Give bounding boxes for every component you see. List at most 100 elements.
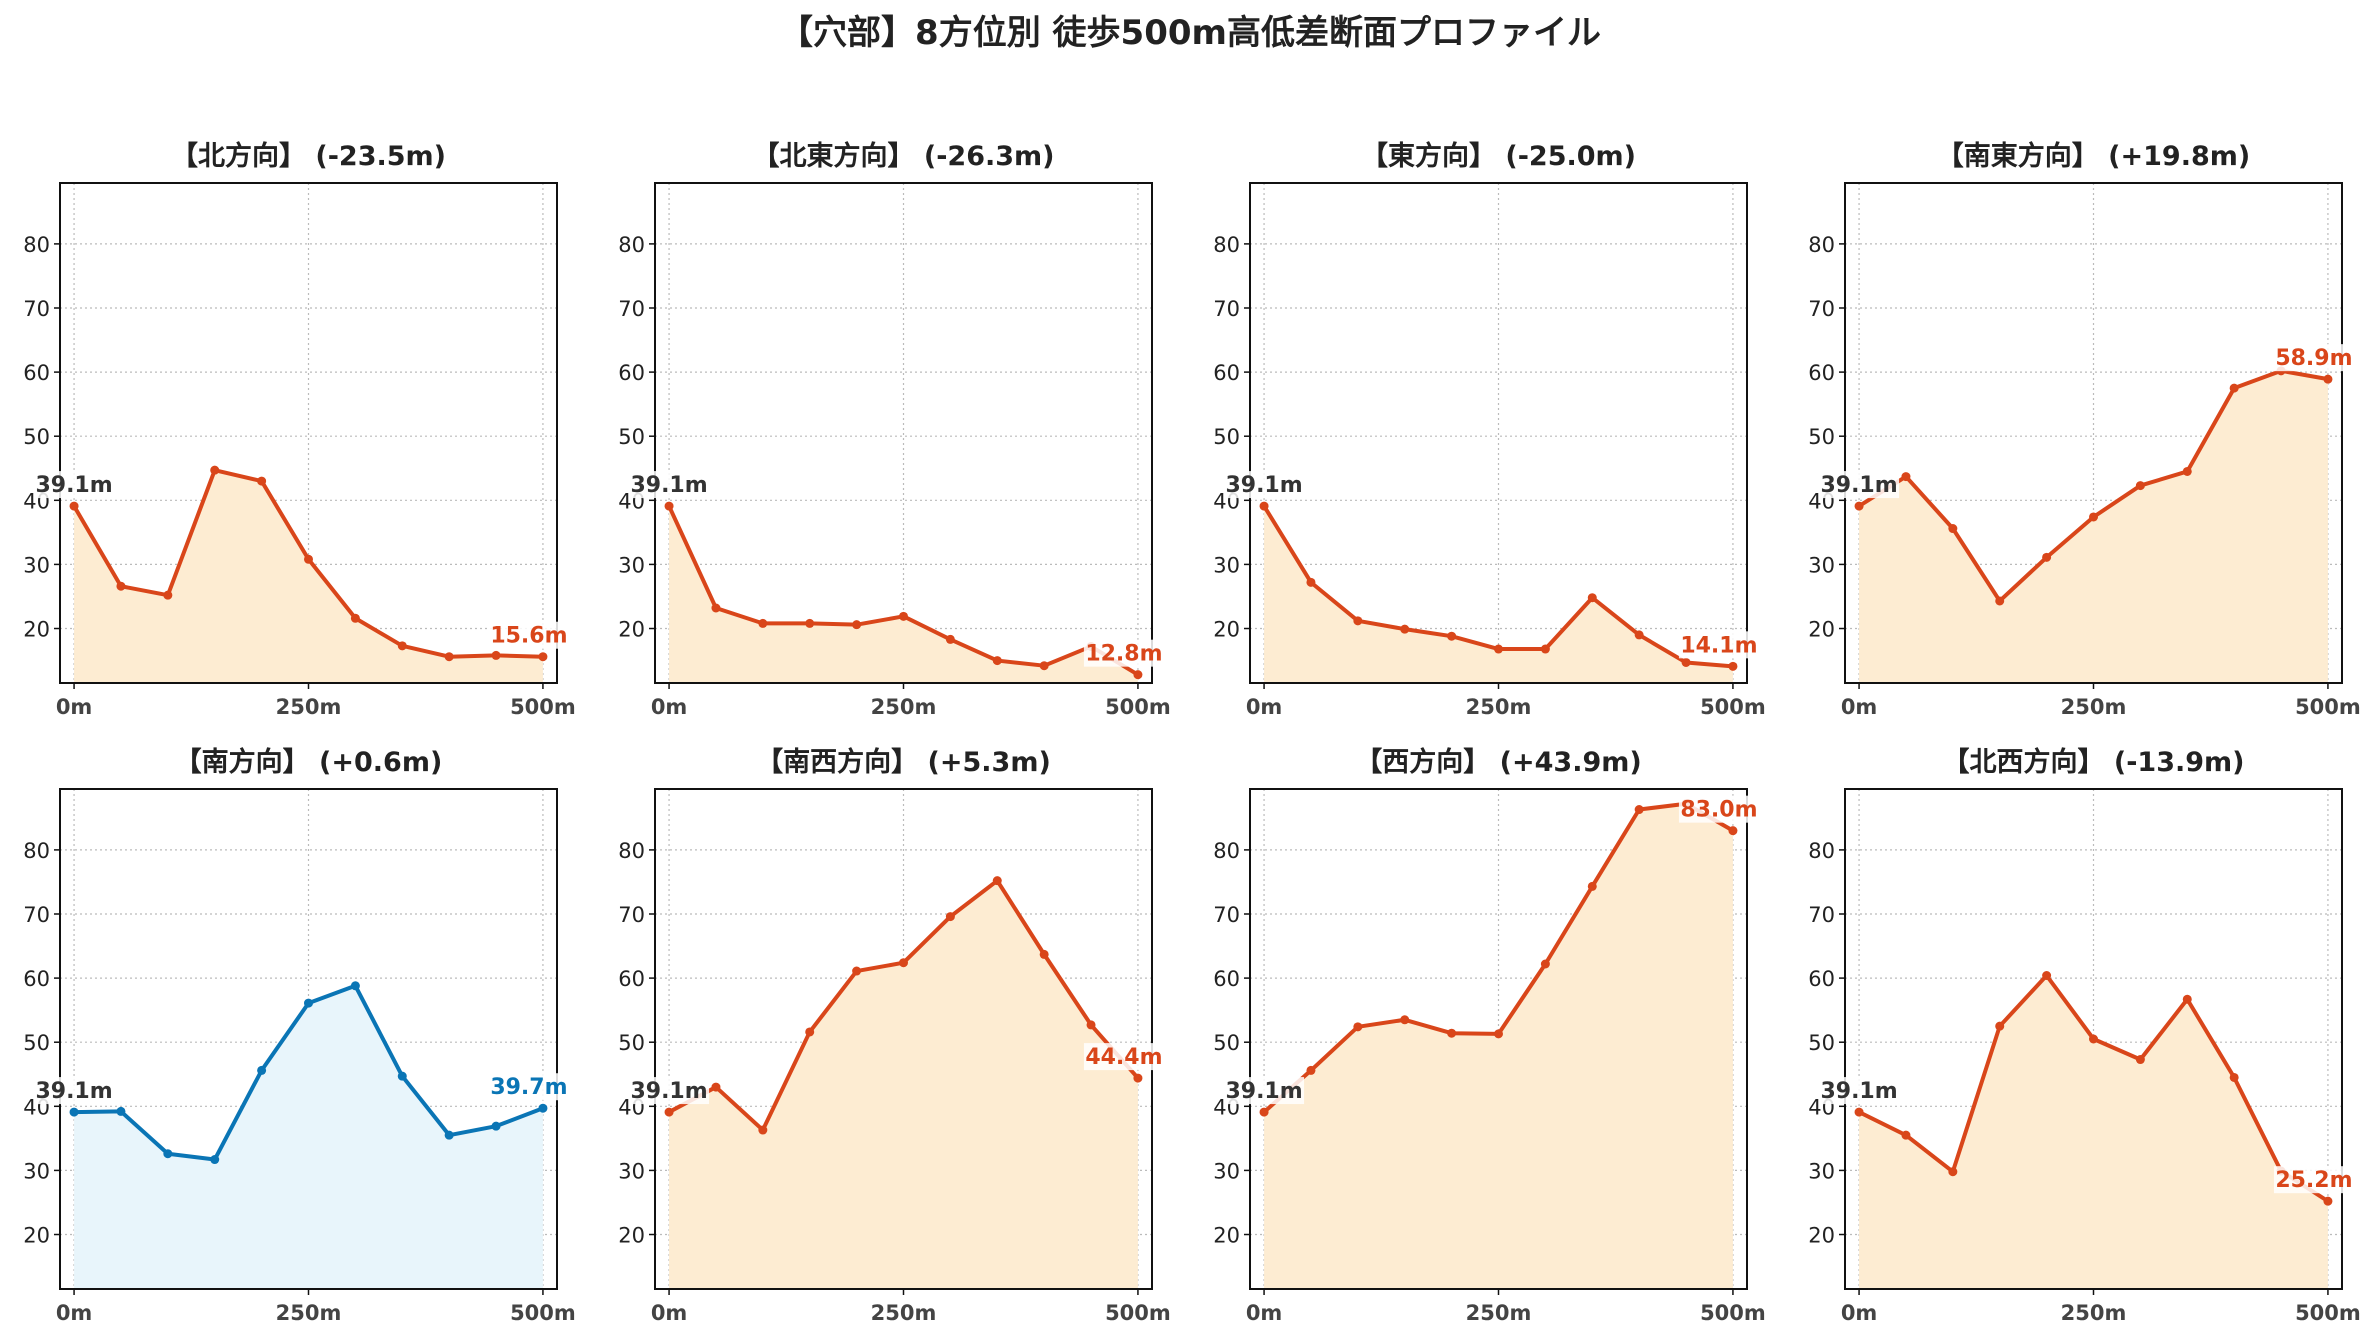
data-point (1995, 596, 2005, 606)
data-point (1587, 881, 1597, 891)
end-label-bg (2273, 344, 2354, 372)
data-point (805, 1027, 815, 1037)
y-tick-label: 70 (1808, 903, 1835, 927)
start-label-bg (1819, 1077, 1900, 1105)
data-point (1901, 1130, 1911, 1140)
x-tick-label: 250m (1466, 1301, 1532, 1325)
y-tick-label: 20 (618, 1224, 645, 1248)
y-tick-label: 60 (1808, 361, 1835, 385)
data-point (1353, 1022, 1363, 1032)
area-fill (1859, 975, 2328, 1289)
start-label-bg (629, 1077, 710, 1105)
data-point (1133, 670, 1143, 680)
x-tick-label: 250m (871, 695, 937, 719)
data-point (1948, 1167, 1958, 1177)
end-label-bg (1083, 1043, 1164, 1071)
data-point (1259, 1107, 1269, 1117)
data-point (1634, 805, 1644, 815)
y-tick-label: 50 (23, 1031, 50, 1055)
start-elevation-label: 39.1m (1820, 1079, 1897, 1104)
y-tick-label: 70 (1213, 297, 1240, 321)
data-point (444, 1130, 454, 1140)
y-tick-label: 20 (23, 1224, 50, 1248)
x-tick-label: 500m (2295, 695, 2361, 719)
data-point (257, 1065, 267, 1075)
panel-title: 【南東方向】 (+19.8m) (1937, 140, 2250, 172)
start-elevation-label: 39.1m (1820, 473, 1897, 498)
data-point (350, 981, 360, 991)
data-point (2089, 512, 2098, 522)
y-tick-label: 70 (23, 903, 50, 927)
data-point (1854, 501, 1864, 511)
end-label-bg (1678, 631, 1759, 659)
y-tick-label: 30 (618, 553, 645, 577)
x-tick-label: 0m (56, 1301, 93, 1325)
y-tick-label: 30 (1808, 1159, 1835, 1183)
panel-title: 【南西方向】 (+5.3m) (756, 746, 1051, 778)
data-point (397, 641, 407, 651)
end-label-bg (488, 1073, 569, 1101)
x-tick-label: 250m (276, 1301, 342, 1325)
data-point (664, 501, 674, 511)
data-point (210, 465, 220, 475)
y-tick-label: 80 (1808, 233, 1835, 257)
y-tick-label: 60 (23, 361, 50, 385)
data-point (538, 652, 548, 662)
data-point (1854, 1107, 1864, 1117)
y-tick-label: 20 (1808, 618, 1835, 642)
start-elevation-label: 39.1m (35, 473, 112, 498)
x-tick-label: 0m (1841, 1301, 1878, 1325)
y-tick-label: 20 (23, 618, 50, 642)
data-point (304, 998, 313, 1008)
start-label-bg (34, 1077, 115, 1105)
panel-title: 【南方向】 (+0.6m) (175, 746, 443, 778)
data-point (69, 501, 79, 511)
data-point (852, 966, 862, 976)
data-point (1259, 501, 1269, 511)
y-tick-label: 30 (23, 553, 50, 577)
data-point (1306, 1065, 1316, 1075)
data-point (1447, 631, 1457, 641)
data-point (664, 1107, 674, 1117)
start-elevation-label: 39.1m (630, 1079, 707, 1104)
y-tick-label: 20 (1808, 1224, 1835, 1248)
data-point (1353, 616, 1363, 626)
data-point (992, 876, 1002, 886)
start-elevation-label: 39.1m (1225, 1079, 1302, 1104)
start-label-bg (1224, 471, 1305, 499)
figure-title: 【穴部】8方位別 徒歩500m高低差断面プロファイル (779, 13, 1601, 53)
y-tick-label: 50 (1808, 1031, 1835, 1055)
y-tick-label: 50 (618, 425, 645, 449)
y-tick-label: 60 (1213, 361, 1240, 385)
data-point (899, 611, 908, 621)
x-tick-label: 500m (1700, 695, 1766, 719)
y-tick-label: 30 (1213, 1159, 1240, 1183)
y-tick-label: 70 (23, 297, 50, 321)
data-point (491, 650, 501, 660)
start-elevation-label: 39.1m (35, 1079, 112, 1104)
data-point (2042, 971, 2052, 981)
data-point (2135, 481, 2145, 491)
x-tick-label: 250m (2061, 695, 2127, 719)
x-tick-label: 500m (510, 1301, 576, 1325)
data-point (2042, 552, 2052, 562)
y-tick-label: 80 (618, 839, 645, 863)
data-point (1540, 644, 1550, 654)
x-tick-label: 0m (651, 1301, 688, 1325)
x-tick-label: 0m (1246, 695, 1283, 719)
y-tick-label: 60 (1213, 967, 1240, 991)
data-point (1039, 949, 1049, 959)
data-point (491, 1121, 501, 1131)
y-tick-label: 70 (1808, 297, 1835, 321)
y-tick-label: 60 (1808, 967, 1835, 991)
end-label-bg (1678, 795, 1759, 823)
data-point (1540, 959, 1550, 969)
y-tick-label: 20 (1213, 618, 1240, 642)
end-elevation-label: 12.8m (1085, 642, 1162, 667)
data-point (1133, 1073, 1143, 1083)
data-point (1728, 826, 1738, 836)
x-tick-label: 500m (2295, 1301, 2361, 1325)
